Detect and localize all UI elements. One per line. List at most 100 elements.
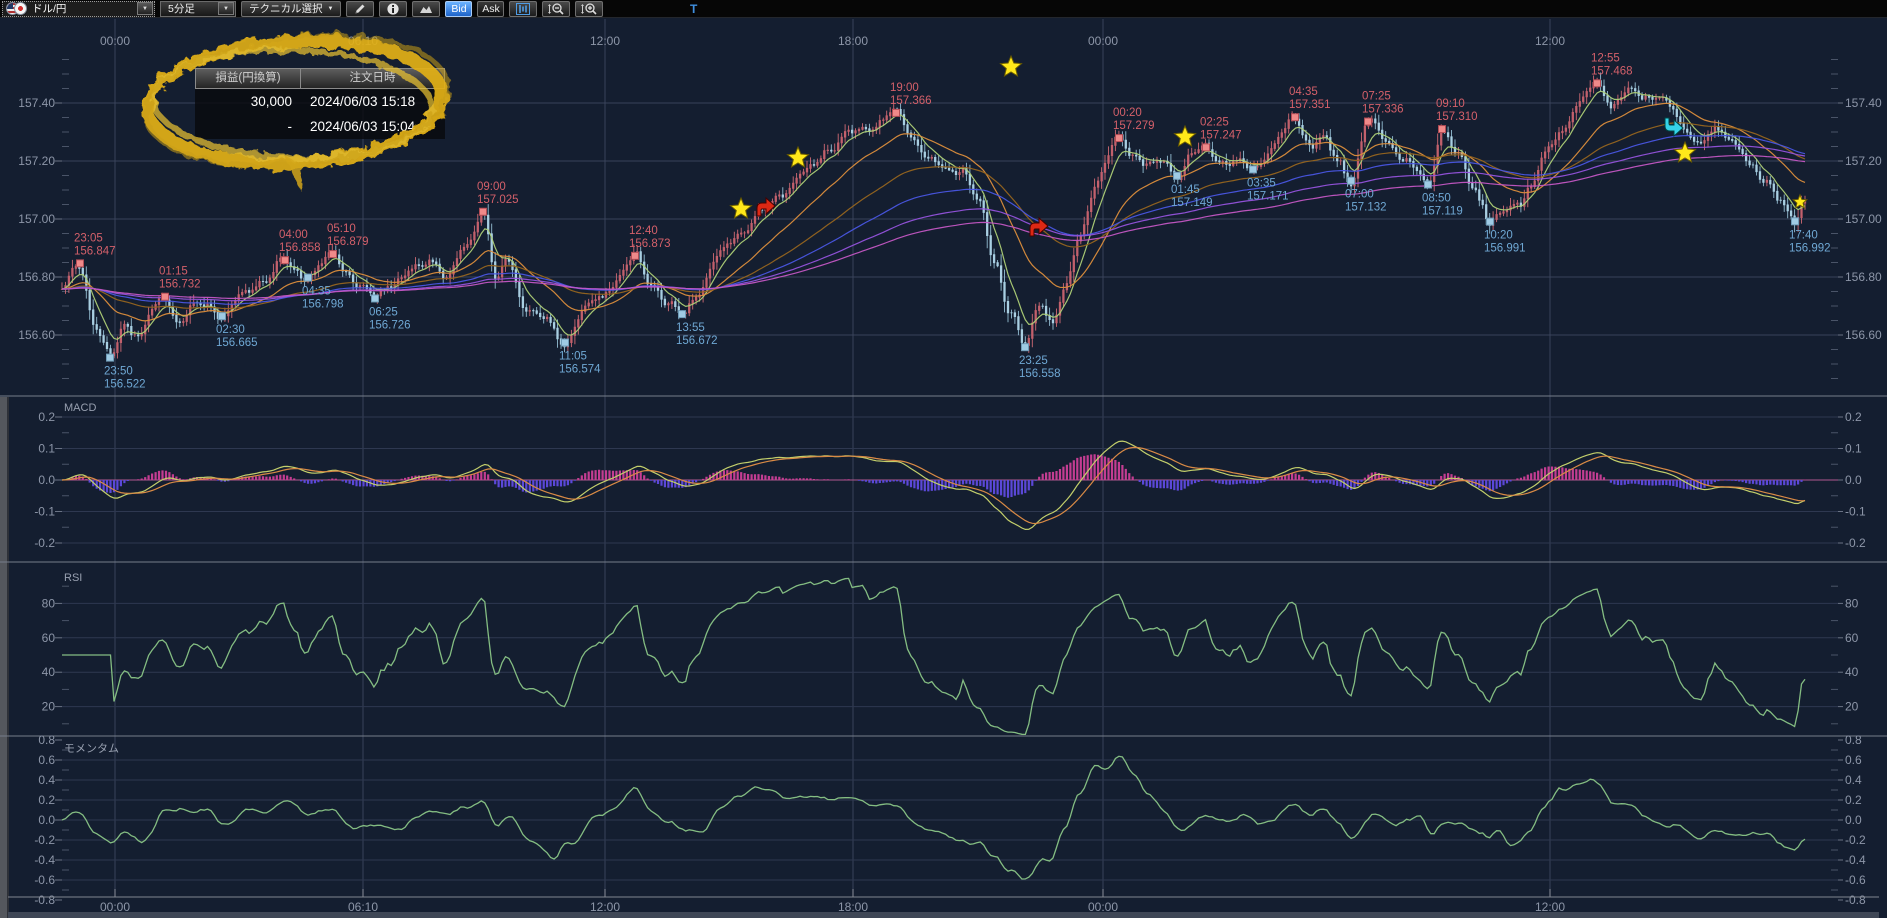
svg-text:12:00: 12:00 bbox=[1535, 34, 1565, 48]
draw-tool-button[interactable] bbox=[346, 0, 375, 17]
svg-text:07:00: 07:00 bbox=[1345, 189, 1374, 201]
svg-text:23:25: 23:25 bbox=[1019, 355, 1048, 367]
bid-button[interactable]: Bid bbox=[445, 0, 473, 17]
svg-text:0.4: 0.4 bbox=[1845, 773, 1862, 787]
svg-text:モメンタム: モメンタム bbox=[64, 742, 119, 755]
svg-text:157.40: 157.40 bbox=[1845, 96, 1882, 110]
svg-text:13:55: 13:55 bbox=[676, 322, 705, 334]
svg-text:00:20: 00:20 bbox=[1113, 107, 1142, 119]
info-button[interactable] bbox=[379, 0, 408, 17]
svg-text:40: 40 bbox=[1845, 665, 1859, 679]
svg-text:157.40: 157.40 bbox=[18, 96, 55, 110]
svg-text:156.879: 156.879 bbox=[327, 236, 369, 248]
svg-text:-0.2: -0.2 bbox=[1845, 536, 1866, 550]
svg-text:156.558: 156.558 bbox=[1019, 368, 1061, 380]
svg-text:05:10: 05:10 bbox=[327, 223, 356, 235]
svg-text:00:00: 00:00 bbox=[100, 34, 130, 48]
svg-text:03:35: 03:35 bbox=[1247, 177, 1276, 189]
info-icon bbox=[387, 2, 400, 15]
svg-text:-0.1: -0.1 bbox=[34, 505, 55, 519]
svg-text:156.858: 156.858 bbox=[279, 242, 321, 254]
svg-text:20: 20 bbox=[42, 700, 56, 714]
order-pl-column-header: 損益(円換算) bbox=[196, 69, 301, 88]
currency-pair-label: ドル/円 bbox=[32, 3, 67, 15]
pair-dropdown-arrow-icon[interactable]: ▼ bbox=[137, 2, 153, 15]
star-stamp-icon bbox=[1791, 193, 1809, 209]
up-arrow-stamp-icon bbox=[756, 196, 776, 217]
svg-text:0.1: 0.1 bbox=[1845, 442, 1862, 456]
svg-text:156.726: 156.726 bbox=[369, 319, 411, 331]
svg-text:156.665: 156.665 bbox=[216, 337, 258, 349]
svg-text:156.574: 156.574 bbox=[559, 364, 601, 376]
svg-text:01:45: 01:45 bbox=[1171, 184, 1200, 196]
svg-text:04:35: 04:35 bbox=[302, 286, 331, 298]
svg-text:157.279: 157.279 bbox=[1113, 120, 1155, 132]
svg-text:-0.6: -0.6 bbox=[1845, 873, 1866, 887]
svg-text:04:35: 04:35 bbox=[1289, 86, 1318, 98]
ask-button[interactable]: Ask bbox=[477, 0, 505, 17]
svg-text:157.351: 157.351 bbox=[1289, 99, 1331, 111]
candlestick-chart-button[interactable] bbox=[509, 0, 538, 17]
grid-layer bbox=[55, 19, 1843, 901]
star-stamp-icon bbox=[729, 196, 753, 219]
pencil-icon bbox=[355, 4, 365, 13]
svg-text:156.60: 156.60 bbox=[18, 328, 55, 342]
timeframe-dropdown-arrow-icon[interactable]: ▼ bbox=[218, 2, 234, 15]
svg-text:23:50: 23:50 bbox=[104, 366, 133, 378]
chart-toolbar: ドル/円 ▼ 5分足 ▼ テクニカル選択 ▼ bbox=[0, 0, 1887, 18]
svg-text:157.20: 157.20 bbox=[1845, 154, 1882, 168]
svg-text:157.310: 157.310 bbox=[1436, 111, 1478, 123]
star-stamp-icon bbox=[786, 145, 810, 168]
svg-text:02:25: 02:25 bbox=[1200, 116, 1229, 128]
svg-text:00:00: 00:00 bbox=[1088, 34, 1118, 48]
technical-indicator-selector[interactable]: テクニカル選択 ▼ bbox=[241, 0, 342, 17]
chart-style-area-button[interactable] bbox=[412, 0, 441, 17]
svg-text:0.1: 0.1 bbox=[38, 442, 55, 456]
svg-text:-0.4: -0.4 bbox=[1845, 853, 1866, 867]
svg-text:157.025: 157.025 bbox=[477, 194, 519, 206]
svg-text:19:00: 19:00 bbox=[890, 82, 919, 94]
svg-text:18:00: 18:00 bbox=[838, 900, 868, 914]
order-datetime-value: 2024/06/03 15:04 bbox=[310, 119, 416, 134]
svg-text:60: 60 bbox=[1845, 631, 1859, 645]
svg-text:MACD: MACD bbox=[64, 402, 96, 414]
zoom-in-button[interactable] bbox=[575, 0, 604, 17]
svg-text:156.847: 156.847 bbox=[74, 245, 116, 257]
order-tooltip-header: 損益(円換算) 注文日時 bbox=[195, 68, 445, 89]
currency-pair-selector[interactable]: ドル/円 ▼ bbox=[2, 0, 155, 17]
svg-text:08:50: 08:50 bbox=[1422, 192, 1451, 204]
rsi-panel bbox=[62, 577, 1806, 735]
order-pl-value: 30,000 bbox=[250, 94, 292, 109]
svg-text:04:00: 04:00 bbox=[279, 229, 308, 241]
svg-text:20: 20 bbox=[1845, 700, 1859, 714]
order-pl-value: - bbox=[287, 119, 293, 134]
svg-text:157.119: 157.119 bbox=[1422, 205, 1463, 217]
svg-text:0.2: 0.2 bbox=[1845, 410, 1862, 424]
svg-text:10:20: 10:20 bbox=[1484, 230, 1513, 242]
svg-text:-0.8: -0.8 bbox=[34, 893, 55, 907]
svg-text:09:10: 09:10 bbox=[1436, 98, 1465, 110]
text-tool-icon[interactable]: T bbox=[690, 2, 698, 16]
svg-text:157.171: 157.171 bbox=[1247, 190, 1289, 202]
order-tooltip-rows: 30,000 2024/06/03 15:18 - 2024/06/03 15:04 bbox=[195, 89, 445, 139]
moving-averages-layer bbox=[61, 90, 1806, 341]
zoom-out-button[interactable] bbox=[542, 0, 571, 17]
svg-text:0.8: 0.8 bbox=[1845, 733, 1862, 747]
svg-text:0.2: 0.2 bbox=[1845, 793, 1862, 807]
svg-text:156.992: 156.992 bbox=[1789, 242, 1831, 254]
timeframe-selector[interactable]: 5分足 ▼ bbox=[160, 0, 236, 17]
svg-text:12:00: 12:00 bbox=[1535, 900, 1565, 914]
